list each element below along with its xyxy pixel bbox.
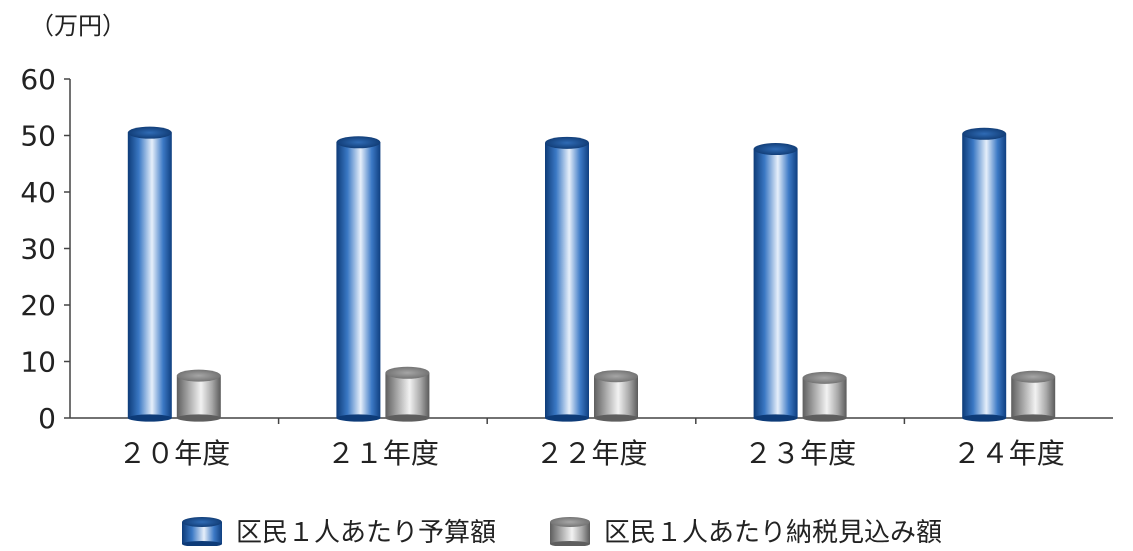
y-tick-label: 60 [20,63,56,96]
bar-budget [962,127,1007,422]
y-tick-label: 30 [20,233,56,266]
bar-tax [1011,370,1056,422]
legend-label-tax: 区民１人あたり納税見込み額 [604,518,943,548]
legend-swatch-budget-icon [182,516,222,546]
y-tick-label: 20 [20,289,56,322]
bars [127,126,1056,422]
legend: 区民１人あたり予算額 区民１人あたり納税見込み額 [180,512,994,549]
bar-tax [176,369,221,422]
y-axis-unit-label: （万円） [30,12,126,40]
y-tick-label: 40 [20,176,56,209]
y-tick-label: 0 [38,402,56,435]
bar-tax [802,371,847,422]
legend-item-budget: 区民１人あたり予算額 [180,512,496,549]
axes [69,79,1113,424]
y-tick-label: 50 [20,120,56,153]
bar-budget [545,136,589,422]
x-tick-label: ２４年度 [953,437,1065,470]
x-tick-label: ２３年度 [744,437,856,470]
x-axis-labels: ２０年度 ２１年度 ２２年度 ２３年度 ２４年度 [118,437,1064,470]
y-axis-ticks: 0 10 20 30 40 50 60 [20,63,70,435]
bar-tax [385,366,430,422]
x-tick-label: ２１年度 [327,437,439,470]
y-tick-label: 10 [20,346,56,379]
legend-item-tax: 区民１人あたり納税見込み額 [548,512,942,549]
legend-swatch-tax-icon [550,516,591,546]
bar-budget [753,143,798,422]
legend-label-budget: 区民１人あたり予算額 [236,518,497,548]
x-tick-label: ２０年度 [118,437,230,470]
x-tick-label: ２２年度 [535,437,647,470]
bar-budget [336,136,381,422]
bar-budget [127,126,172,422]
bar-tax [594,370,638,422]
